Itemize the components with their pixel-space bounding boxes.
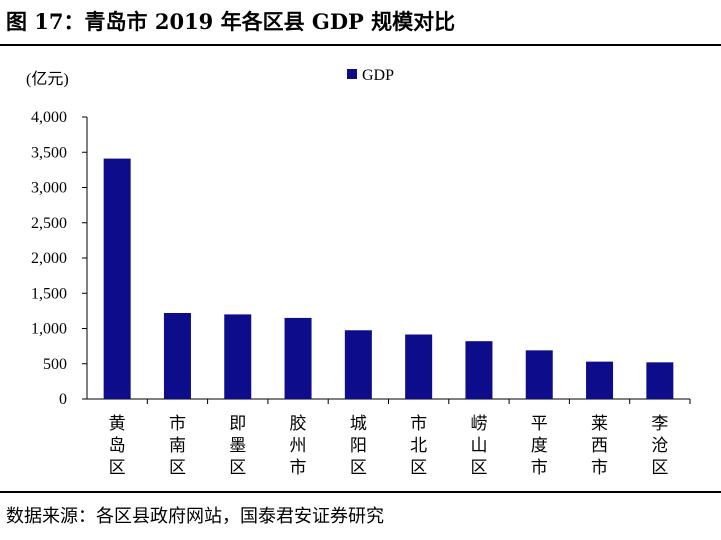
bar-黄岛区 [103,158,131,399]
source-note: 数据来源：各区县政府网站，国泰君安证券研究 [6,506,384,527]
x-tick-label: 胶州市 [290,414,307,477]
bar-市北区 [405,334,433,399]
y-tick-label: 2,000 [31,250,67,267]
bar-即墨区 [224,314,252,399]
figure-title: 图 17：青岛市 2019 年各区县 GDP 规模对比 [6,9,456,34]
x-tick-label: 黄岛区 [109,414,126,477]
tick-labels: 0 500 1,000 1,500 2,000 2,500 3,000 3,500 4,000 黄… [31,109,668,477]
bar-莱西市 [586,361,614,399]
y-tick-label: 3,000 [31,180,67,197]
x-tick-label: 市北区 [410,414,427,477]
y-tick-label: 1,500 [31,285,67,302]
bar-胶州市 [284,317,312,399]
title-rule [0,44,721,46]
y-axis-label: (亿元) [26,70,69,88]
legend-swatch [347,69,357,79]
bar-平度市 [525,350,553,399]
x-tick-label: 城阳区 [350,414,367,477]
y-tick-label: 4,000 [31,109,67,126]
bar-市南区 [163,312,191,399]
legend-label: GDP [362,67,394,84]
x-tick-label: 崂山区 [470,414,487,477]
y-tick-label: 500 [43,356,67,373]
x-tick-label: 李沧区 [651,414,668,477]
source-rule [0,491,721,493]
x-tick-label: 平度市 [531,414,548,477]
y-tick-label: 1,000 [31,321,67,338]
x-tick-label: 莱西市 [591,414,608,477]
bar-李沧区 [646,362,674,399]
bars [103,158,674,399]
y-tick-label: 3,500 [31,144,67,161]
x-tick-label: 市南区 [169,414,186,477]
legend: GDP [347,67,394,84]
bar-城阳区 [344,330,372,399]
x-tick-label: 即墨区 [229,414,246,477]
bar-chart: (亿元) GDP 0 500 1,000 1,500 2,000 2,500 3,000 3,… [26,67,691,477]
y-tick-label: 2,500 [31,215,67,232]
y-tick-label: 0 [59,391,67,408]
bar-崂山区 [465,341,493,399]
